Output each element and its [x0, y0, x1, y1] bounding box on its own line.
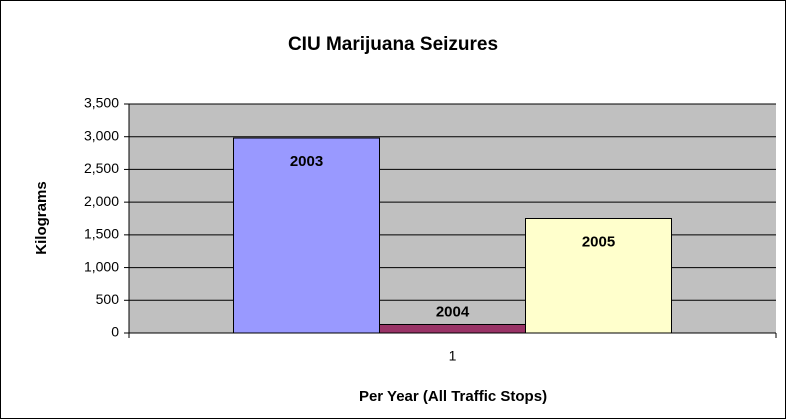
- data-label: 2003: [290, 153, 323, 170]
- y-tick-label: 1,000: [84, 258, 119, 274]
- x-tick-label: 1: [449, 348, 457, 364]
- y-axis-title: Kilograms: [33, 181, 50, 254]
- plot-area: [129, 104, 776, 333]
- bar: [379, 323, 526, 334]
- y-tick-label: 1,500: [84, 226, 119, 242]
- data-label: 2005: [582, 233, 615, 250]
- x-axis-title: Per Year (All Traffic Stops): [359, 388, 547, 405]
- y-tick-label: 0: [111, 324, 119, 340]
- y-tick-label: 3,500: [84, 95, 119, 111]
- data-label: 2004: [436, 303, 470, 320]
- y-tick-label: 2,500: [84, 160, 119, 176]
- y-tick-label: 2,000: [84, 193, 119, 209]
- y-tick-label: 500: [96, 291, 120, 307]
- chart-title: CIU Marijuana Seizures: [288, 34, 498, 55]
- y-tick-label: 3,000: [84, 127, 119, 143]
